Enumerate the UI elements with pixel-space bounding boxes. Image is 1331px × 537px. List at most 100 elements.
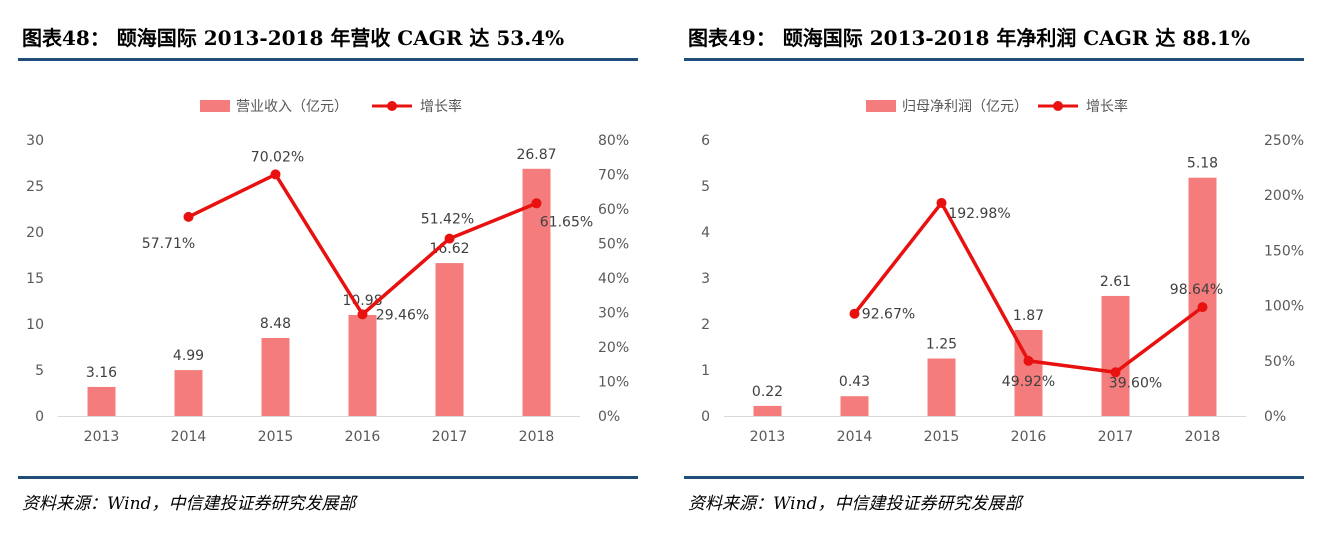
right-axis-tick-label: 100% (1264, 299, 1304, 315)
left-axis-tick-label: 2 (701, 317, 710, 333)
bar-data-label: 1.25 (926, 337, 957, 353)
bar-data-label: 5.18 (1187, 156, 1218, 172)
bar (1188, 177, 1217, 416)
bar (348, 314, 377, 416)
left-axis-tick-label: 3 (701, 271, 710, 287)
x-axis-tick-label: 2014 (171, 429, 207, 445)
figure-title: 图表49： 颐海国际 2013-2018 年净利润 CAGR 达 88.1% (688, 26, 1251, 50)
growth-rate-point (936, 197, 947, 208)
right-axis-tick-label: 10% (598, 375, 629, 391)
bottom-rule (18, 476, 638, 479)
growth-rate-point (357, 309, 368, 320)
growth-rate-data-label: 92.67% (862, 307, 915, 323)
right-axis-tick-label: 250% (1264, 133, 1304, 149)
right-axis-tick-label: 60% (598, 202, 629, 218)
x-axis-tick-label: 2016 (1011, 429, 1047, 445)
growth-rate-data-label: 29.46% (376, 307, 429, 323)
net-profit-chart: 归母净利润（亿元） 增长率 0 1 2 3 4 5 6 0% 50% 100% 150% 200% 250%… (701, 98, 1304, 445)
left-axis-tick-label: 15 (26, 271, 44, 287)
revenue-chart: 营业收入（亿元） 增长率 0 5 10 15 20 25 30 0% 10% 20% 30% 40% 50%… (26, 98, 629, 445)
x-axis-tick-label: 2018 (519, 429, 555, 445)
growth-rate-point (183, 211, 194, 222)
top-rule (684, 58, 1304, 61)
x-axis-tick-label: 2015 (924, 429, 960, 445)
growth-rate-data-label: 57.71% (142, 236, 195, 252)
right-axis-tick-label: 50% (1264, 354, 1295, 370)
legend-bar-label: 营业收入（亿元） (236, 99, 348, 115)
growth-rate-data-label: 39.60% (1109, 375, 1162, 391)
x-axis-tick-label: 2016 (345, 429, 381, 445)
left-axis-tick-label: 0 (35, 409, 44, 425)
growth-rate-data-label: 49.92% (1002, 374, 1055, 390)
x-axis-tick-label: 2014 (837, 429, 873, 445)
top-rule (18, 58, 638, 61)
legend-line-label: 增长率 (1086, 98, 1128, 115)
growth-rate-point (849, 308, 860, 319)
left-axis-tick-label: 30 (26, 133, 44, 149)
legend-bar-swatch (866, 100, 896, 112)
bar-data-label: 8.48 (260, 316, 291, 332)
bar (435, 263, 464, 416)
x-axis-tick-label: 2015 (258, 429, 294, 445)
left-axis-tick-label: 25 (26, 179, 44, 195)
right-axis-tick-label: 200% (1264, 188, 1304, 204)
x-axis-tick-label: 2013 (750, 429, 786, 445)
growth-rate-point (1023, 355, 1034, 366)
figure-title: 图表48： 颐海国际 2013-2018 年营收 CAGR 达 53.4% (22, 26, 565, 50)
legend: 归母净利润（亿元） 增长率 (866, 98, 1128, 115)
bar-data-label: 4.99 (173, 348, 204, 364)
right-axis-tick-label: 150% (1264, 243, 1304, 259)
right-axis-tick-label: 50% (598, 237, 629, 253)
left-axis-tick-label: 1 (701, 363, 710, 379)
source-note: 资料来源：Wind，中信建投证券研究发展部 (688, 494, 1022, 514)
bar (1101, 295, 1130, 416)
left-axis-tick-label: 10 (26, 317, 44, 333)
x-axis-tick-label: 2018 (1185, 429, 1221, 445)
legend-bar-swatch (200, 100, 230, 112)
growth-rate-point (1197, 302, 1208, 313)
bar (522, 168, 551, 416)
growth-rate-data-label: 192.98% (948, 206, 1010, 222)
legend: 营业收入（亿元） 增长率 (200, 98, 462, 115)
x-axis-tick-label: 2013 (84, 429, 120, 445)
figure-49: 图表49： 颐海国际 2013-2018 年净利润 CAGR 达 88.1% 归… (676, 0, 1316, 537)
bar (261, 337, 290, 416)
growth-rate-data-label: 61.65% (540, 214, 593, 230)
right-axis-tick-label: 20% (598, 340, 629, 356)
x-axis-tick-label: 2017 (432, 429, 468, 445)
right-axis-tick-label: 70% (598, 168, 629, 184)
growth-rate-data-label: 51.42% (421, 212, 474, 228)
right-axis-tick-label: 80% (598, 133, 629, 149)
x-axis-tick-label: 2017 (1098, 429, 1134, 445)
bar-data-label: 0.43 (839, 374, 870, 390)
growth-rate-point (1110, 367, 1121, 378)
bar (753, 405, 782, 416)
bar (87, 386, 116, 416)
growth-rate-point (270, 169, 281, 180)
bar-data-label: 0.22 (752, 384, 783, 400)
bar-data-label: 2.61 (1100, 274, 1131, 290)
legend-bar-label: 归母净利润（亿元） (902, 98, 1028, 115)
left-axis-tick-label: 6 (701, 133, 710, 149)
growth-rate-data-label: 98.64% (1170, 282, 1223, 298)
source-note: 资料来源：Wind，中信建投证券研究发展部 (22, 494, 356, 514)
growth-rate-point (531, 198, 542, 209)
left-axis-tick-label: 5 (701, 179, 710, 195)
bar (840, 396, 869, 416)
bar (174, 370, 203, 416)
right-axis-tick-label: 0% (1264, 409, 1286, 425)
bar (927, 358, 956, 416)
left-axis-tick-label: 0 (701, 409, 710, 425)
bar-data-label: 1.87 (1013, 308, 1044, 324)
growth-rate-data-label: 70.02% (251, 149, 304, 165)
right-axis-tick-label: 30% (598, 306, 629, 322)
left-axis-tick-label: 4 (701, 225, 710, 241)
bar-data-label: 3.16 (86, 365, 117, 381)
legend-line-marker (387, 101, 397, 111)
left-axis-tick-label: 20 (26, 225, 44, 241)
bottom-rule (684, 476, 1304, 479)
right-axis-tick-label: 0% (598, 409, 620, 425)
legend-line-marker (1053, 101, 1063, 111)
right-axis-tick-label: 40% (598, 271, 629, 287)
bar-data-label: 26.87 (516, 147, 556, 163)
